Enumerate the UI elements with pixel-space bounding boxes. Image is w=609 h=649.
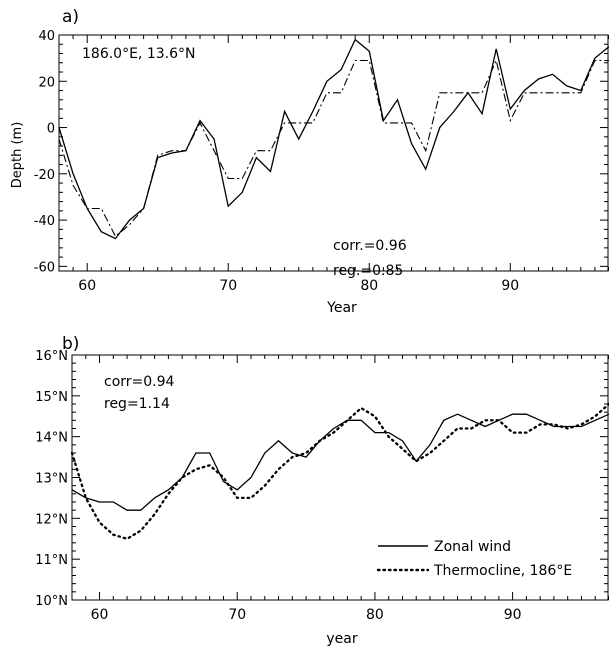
panel-a-y-tick-label: -60 (34, 260, 55, 275)
panel-b-annotation-corr: corr=0.94 (104, 374, 175, 390)
panel-a-y-tick-label: 40 (38, 29, 55, 44)
panel-b-y-tick-label: 13°N (35, 472, 68, 487)
panel-b-y-tick-label: 12°N (35, 512, 68, 527)
panel-a-location-label: 186.0°E, 13.6°N (82, 46, 195, 62)
panel-b-x-tick-label: 70 (228, 607, 246, 623)
panel-b-x-tick-label: 90 (504, 607, 522, 623)
panel-b-series-solid-line (71, 413, 609, 511)
panel-b-y-tick-label: 14°N (35, 431, 68, 446)
panel-a-y-tick-label: -40 (34, 214, 55, 229)
panel-a-x-axis-label: Year (326, 300, 357, 316)
panel-b-x-tick-label: 60 (91, 607, 109, 623)
panel-b-series-dotted-line (70, 402, 609, 541)
panel-a-annotation-corr: corr.=0.96 (333, 238, 407, 254)
panel-a-x-tick-label: 80 (360, 278, 378, 294)
panel-b-annotation-reg: reg=1.14 (104, 396, 170, 412)
panel-a-series-solid-line (58, 38, 609, 240)
panel-a-y-axis-label: Depth (m) (10, 122, 25, 189)
panel-a-y-tick-label: -20 (34, 168, 55, 183)
panel-a-y-tick-label: 20 (38, 75, 55, 90)
legend-label-thermocline: Thermocline, 186°E (433, 563, 572, 579)
panel-b-y-tick-label: 16°N (35, 349, 68, 364)
panel-a-y-tick-label: 0 (47, 122, 55, 137)
panel-a-x-tick-label: 60 (78, 278, 96, 294)
panel-a-label: a) (62, 7, 79, 27)
panel-a-plot-frame (58, 34, 609, 272)
panel-a-x-tick-label: 90 (501, 278, 519, 294)
panel-b-legend: Zonal wind Thermocline, 186°E (376, 539, 572, 579)
panel-b-latitude-chart: b) corr=0.94 reg=1.14 year Zonal wind Th… (35, 334, 609, 647)
panel-b-y-tick-label: 15°N (35, 390, 68, 405)
panel-b-y-tick-label: 10°N (35, 594, 68, 609)
panel-b-x-tick-label: 80 (366, 607, 384, 623)
legend-label-zonal-wind: Zonal wind (434, 539, 511, 555)
panel-a-depth-chart: a) 186.0°E, 13.6°N corr.=0.96 reg.=0.85 … (10, 7, 609, 316)
panel-b-x-axis-label: year (326, 631, 357, 647)
panel-b-label: b) (62, 334, 79, 354)
panel-b-y-tick-label: 11°N (35, 553, 68, 568)
panel-a-series-dashdot-line (58, 58, 609, 238)
panel-a-x-tick-label: 70 (219, 278, 237, 294)
